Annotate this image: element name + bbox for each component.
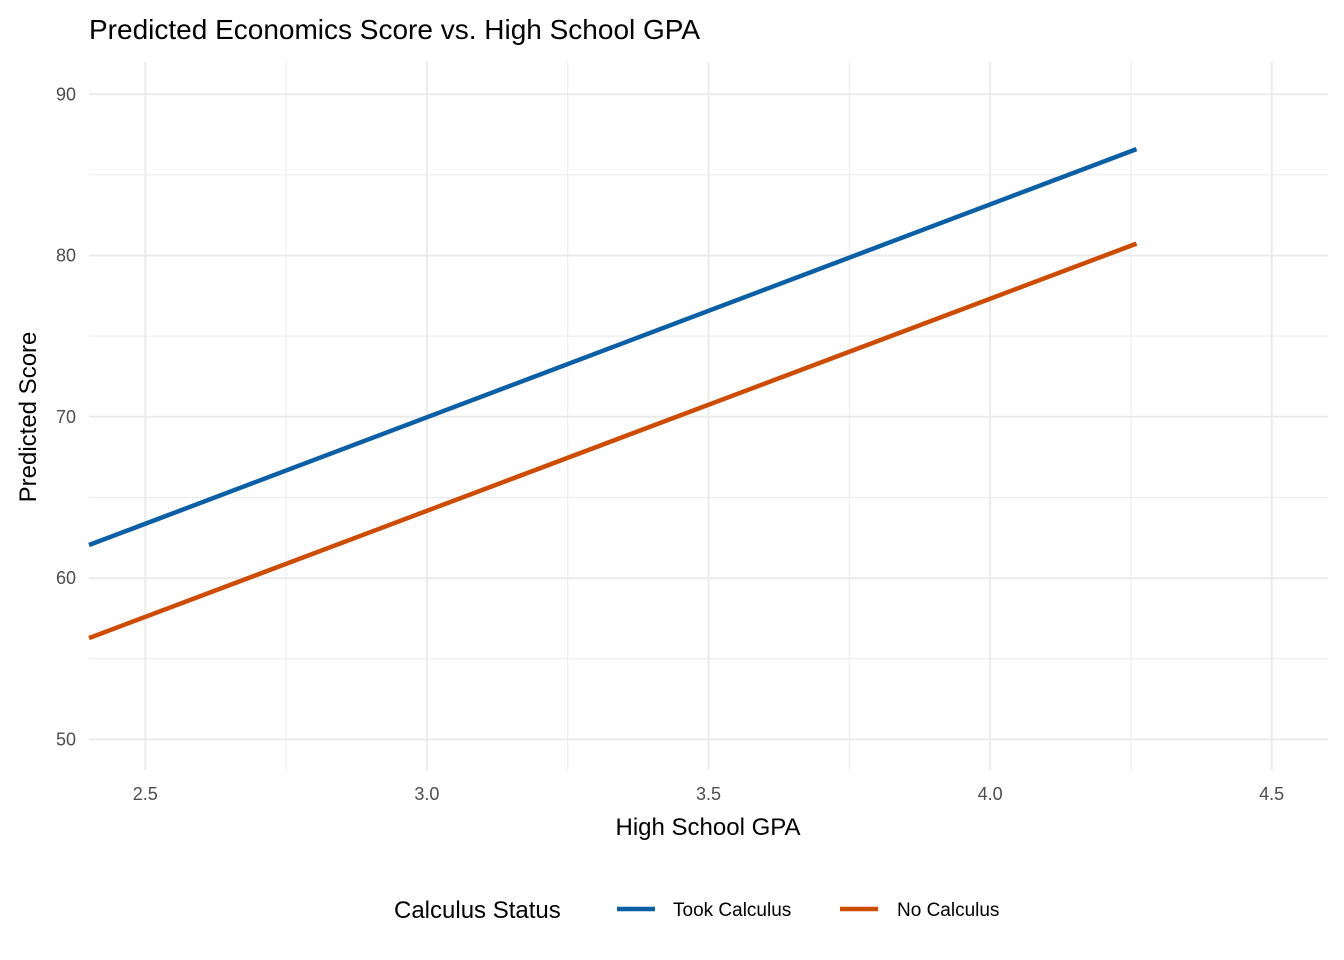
series-lines bbox=[88, 146, 1138, 641]
x-tick-label: 4.5 bbox=[1259, 784, 1284, 804]
y-tick-label: 60 bbox=[56, 568, 76, 588]
y-tick-label: 70 bbox=[56, 407, 76, 427]
chart-title: Predicted Economics Score vs. High Schoo… bbox=[89, 14, 700, 45]
x-tick-label: 4.0 bbox=[978, 784, 1003, 804]
x-tick-label: 3.0 bbox=[414, 784, 439, 804]
y-tick-label: 90 bbox=[56, 84, 76, 104]
grid bbox=[89, 62, 1328, 770]
series-line-took-calculus bbox=[88, 146, 1138, 548]
legend-title: Calculus Status bbox=[394, 897, 561, 924]
legend: Calculus Status Took Calculus No Calculus bbox=[394, 897, 999, 924]
x-tick-label: 2.5 bbox=[133, 784, 158, 804]
legend-label: No Calculus bbox=[897, 900, 999, 921]
x-axis-title: High School GPA bbox=[616, 814, 801, 841]
x-tick-label: 3.5 bbox=[696, 784, 721, 804]
y-tick-label: 80 bbox=[56, 246, 76, 266]
y-tick-label: 50 bbox=[56, 729, 76, 749]
x-axis-ticks: 2.5 3.0 3.5 4.0 4.5 bbox=[133, 784, 1284, 804]
y-axis-ticks: 50 60 70 80 90 bbox=[56, 84, 76, 749]
legend-label: Took Calculus bbox=[673, 900, 791, 921]
series-line-no-calculus bbox=[88, 241, 1138, 641]
y-axis-title: Predicted Score bbox=[15, 332, 42, 503]
